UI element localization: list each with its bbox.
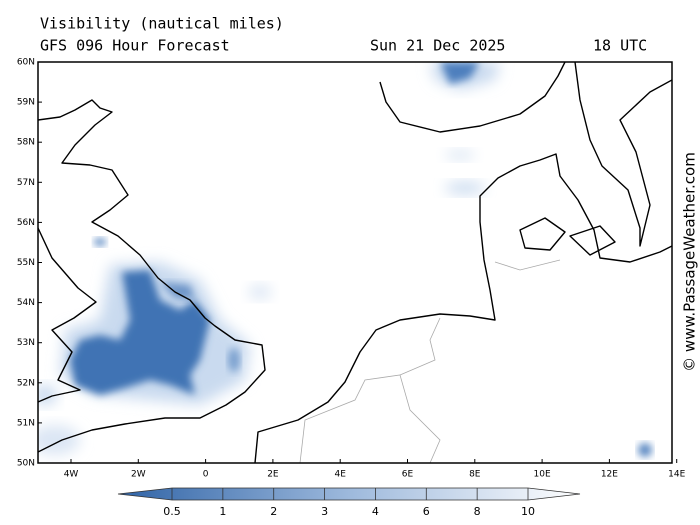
colorbar: [117, 487, 581, 501]
map-layers: [38, 62, 672, 463]
lat-label: 60N: [17, 58, 35, 68]
colorbar-label: 1: [219, 505, 226, 518]
lat-label: 57N: [17, 178, 35, 188]
lat-label: 58N: [17, 138, 35, 148]
time: 18 UTC: [593, 37, 647, 55]
colorbar-label: 10: [521, 505, 535, 518]
colorbar-label: 0.5: [163, 505, 181, 518]
lat-label: 53N: [17, 338, 35, 348]
lat-label: 59N: [17, 98, 35, 108]
lat-label: 56N: [17, 218, 35, 228]
visibility-field: [38, 62, 652, 457]
lon-label: 8E: [469, 470, 481, 480]
subtitle: GFS 096 Hour Forecast: [40, 37, 230, 55]
lon-label: 14E: [668, 470, 685, 480]
lon-label: 10E: [534, 470, 551, 480]
lat-label: 51N: [17, 418, 35, 428]
credit: © www.PassageWeather.com: [681, 152, 699, 372]
lon-label: 2E: [267, 470, 279, 480]
lat-label: 50N: [17, 459, 35, 469]
title: Visibility (nautical miles): [40, 15, 284, 33]
colorbar-label: 8: [474, 505, 481, 518]
colorbar-labels: 0.5 1 2 3 4 6 8 10: [163, 488, 535, 518]
lon-label: 0: [203, 470, 209, 480]
colorbar-label: 3: [321, 505, 328, 518]
lon-label: 4W: [64, 470, 79, 480]
borders: [299, 259, 561, 463]
date: Sun 21 Dec 2025: [370, 37, 505, 55]
lon-label: 12E: [601, 470, 618, 480]
colorbar-ramp: [117, 487, 581, 501]
colorbar-label: 2: [270, 505, 277, 518]
lat-label: 55N: [17, 258, 35, 268]
colorbar-label: 6: [423, 505, 430, 518]
lon-label: 2W: [131, 470, 146, 480]
lon-label: 6E: [402, 470, 414, 480]
lon-label: 4E: [334, 470, 346, 480]
colorbar-label: 4: [372, 505, 379, 518]
coastlines: [38, 62, 672, 463]
axes: 50N 51N 52N 53N 54N 55N 56N 57N 58N 59N 60N 4W 2W 0 2E…: [17, 58, 686, 480]
lat-label: 54N: [17, 298, 35, 308]
map-frame: [37, 61, 673, 464]
lat-label: 52N: [17, 378, 35, 388]
